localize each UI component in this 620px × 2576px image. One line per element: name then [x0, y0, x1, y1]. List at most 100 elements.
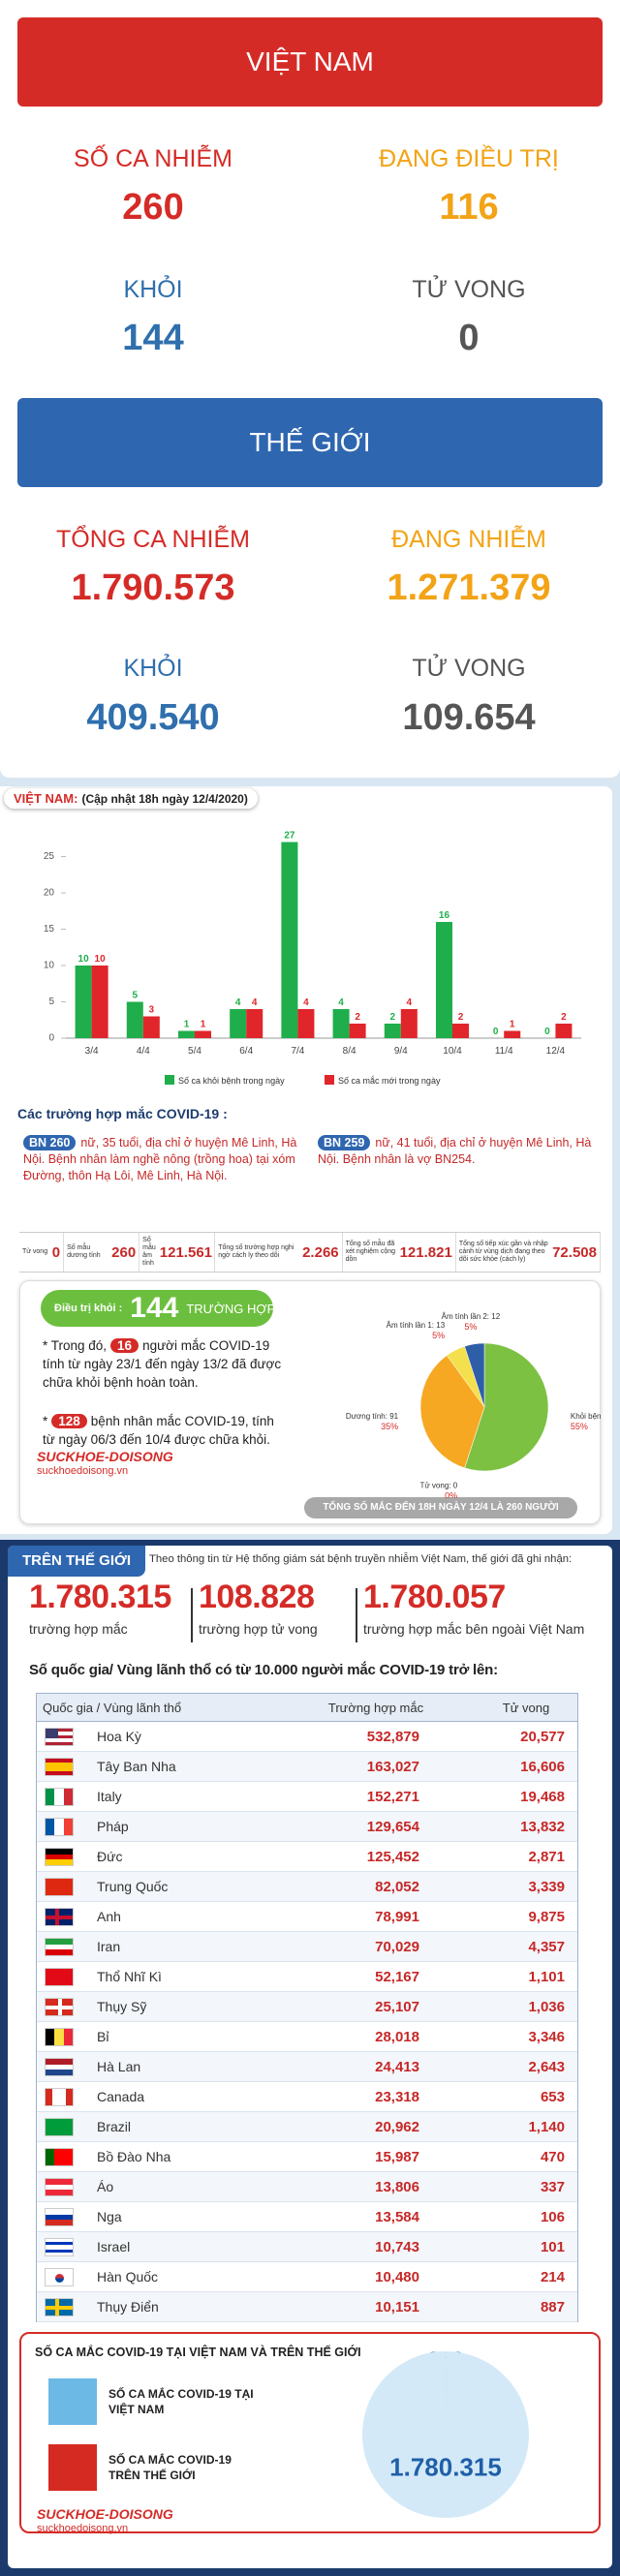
flag-stripe: [46, 1789, 55, 1805]
stat-cell: Số mẫu âm tính 121.561: [140, 1233, 216, 1272]
table: Quốc gia / Vùng lãnh thổ Trường hợp mắc Tử…: [36, 1693, 578, 2322]
deaths-value: 1,140: [528, 2119, 565, 2135]
bar: [400, 1009, 418, 1038]
table-row: Thụy Sỹ 25,107 1,036: [37, 1992, 577, 2022]
y-tick-label: 10: [44, 961, 55, 971]
stat-value: 1.271.379: [387, 567, 551, 608]
country-name: Israel: [97, 2239, 131, 2254]
flag-cross: [46, 2306, 73, 2310]
flag-stripe: [46, 2220, 73, 2225]
cases-value: 24,413: [375, 2059, 419, 2075]
bar: [91, 966, 108, 1038]
deaths-value: 4,357: [528, 1939, 565, 1955]
table-row: Nga 13,584 106: [37, 2202, 577, 2232]
deaths-value: 2,643: [528, 2059, 565, 2075]
flag-stripe: [46, 2253, 73, 2255]
flag-stripe: [63, 1789, 73, 1805]
recovery-unit: TRƯỜNG HỢP: [186, 1301, 276, 1316]
stat-label: TỔNG CA NHIỄM: [55, 526, 250, 553]
table-row: Israel 10,743 101: [37, 2232, 577, 2262]
bar: [195, 1030, 212, 1038]
bar: [332, 1009, 350, 1038]
stat-value: 260: [122, 187, 184, 228]
country-name: Iran: [97, 1939, 121, 1954]
flag: [45, 1908, 74, 1926]
flag: [45, 1878, 74, 1896]
slice-value: 35%: [381, 1422, 398, 1431]
flag-stripe: [46, 2209, 73, 2215]
deaths-value: 13,832: [520, 1819, 565, 1835]
flag-stripe: [46, 2244, 73, 2248]
case-box: BN 260 nữ, 35 tuổi, địa chỉ ở huyện Mê Li…: [23, 1135, 306, 1184]
legend-swatch: [48, 2444, 97, 2491]
note-text: người mắc COVID-19 tính từ ngày 23/1 đến…: [43, 1338, 282, 1390]
figure-divider: [191, 1588, 193, 1642]
country-name: Hàn Quốc: [97, 2269, 159, 2285]
flag-stripe: [46, 2029, 55, 2045]
data-label: 4: [303, 997, 309, 1008]
flag-stripe: [46, 1738, 73, 1742]
cases-value: 10,480: [375, 2269, 419, 2285]
data-label: 0: [493, 1027, 499, 1037]
legend-swatch: [325, 1075, 334, 1085]
table-row: Pháp 129,654 13,832: [37, 1812, 577, 1842]
stat-value: 144: [122, 318, 184, 358]
table-row: Thổ Nhĩ Kì 52,167 1,101: [37, 1962, 577, 1992]
compare-title: SỐ CA MẮC COVID-19 TẠI VIỆT NAM VÀ TRÊN …: [35, 2346, 361, 2359]
flag-stripe: [52, 2089, 59, 2105]
flag-stripe: [46, 2239, 73, 2242]
stats-row: Tử vong 0 Số mẫu dương tính 260 Số mẫu âm tí…: [19, 1232, 601, 1273]
bar: [281, 842, 298, 1038]
country-name: Tây Ban Nha: [97, 1759, 176, 1774]
flag: [45, 2028, 74, 2046]
section-header: THẾ GIỚI: [17, 398, 603, 487]
deaths-value: 20,577: [520, 1729, 565, 1745]
flag: [45, 1938, 74, 1956]
x-tick-label: 12/4: [546, 1046, 566, 1057]
flag: [45, 2058, 74, 2076]
flag-stripe: [46, 2184, 73, 2191]
flag-cross: [55, 2299, 59, 2315]
table-title: Số quốc gia/ Vùng lãnh thổ có từ 10.000 …: [29, 1662, 498, 1678]
country-name: Pháp: [97, 1819, 129, 1834]
case-text: nữ, 35 tuổi, địa chỉ ở huyện Mê Linh, Hà…: [23, 1136, 297, 1182]
stat-label: Số mẫu âm tính: [142, 1237, 156, 1267]
col-header: Trường hợp mắc: [327, 1701, 424, 1715]
case-id: BN 260: [23, 1135, 77, 1150]
slice-value: 55%: [571, 1422, 588, 1431]
slice-label: Dương tính: 91: [346, 1412, 399, 1421]
cases-value: 532,879: [366, 1729, 419, 1745]
country-name: Đức: [97, 1849, 123, 1864]
country-name: Anh: [97, 1909, 121, 1924]
country-name: Bỉ: [97, 2029, 109, 2044]
data-label: 10: [95, 954, 107, 965]
flag: [45, 1758, 74, 1776]
deaths-value: 3,346: [528, 2029, 565, 2045]
logo-name: SUCKHOE-DOISONG: [37, 2506, 173, 2522]
flag-stripe: [63, 1819, 73, 1835]
cases-value: 125,452: [366, 1849, 419, 1865]
flag: [45, 2088, 74, 2106]
country-name: Brazil: [97, 2119, 132, 2134]
update-note: (Cập nhật 18h ngày 12/4/2020): [81, 792, 248, 806]
slice-label: Khỏi bệnh: 144: [571, 1412, 601, 1421]
flag-stripe: [63, 2029, 73, 2045]
deaths-value: 16,606: [520, 1759, 565, 1775]
flag: [45, 2238, 74, 2256]
bar: [75, 966, 92, 1038]
flag: [45, 2268, 74, 2286]
cases-value: 70,029: [375, 1939, 419, 1955]
y-tick-label: 5: [48, 997, 54, 1007]
flag-stripe: [46, 2089, 52, 2105]
cases-value: 28,018: [375, 2029, 419, 2045]
table-header: Quốc gia / Vùng lãnh thổ Trường hợp mắc Tử…: [37, 1694, 577, 1722]
slice-value: 1.780.315: [389, 2452, 502, 2481]
col-header: Quốc gia / Vùng lãnh thổ: [43, 1701, 182, 1715]
stat-value: 109.654: [402, 697, 536, 738]
cases-value: 25,107: [375, 1999, 419, 2015]
figure-value: 1.780.315: [29, 1579, 171, 1615]
data-label: 16: [439, 910, 450, 921]
table-row: Bồ Đào Nha 15,987 470: [37, 2142, 577, 2172]
country-name: Nga: [97, 2209, 122, 2224]
